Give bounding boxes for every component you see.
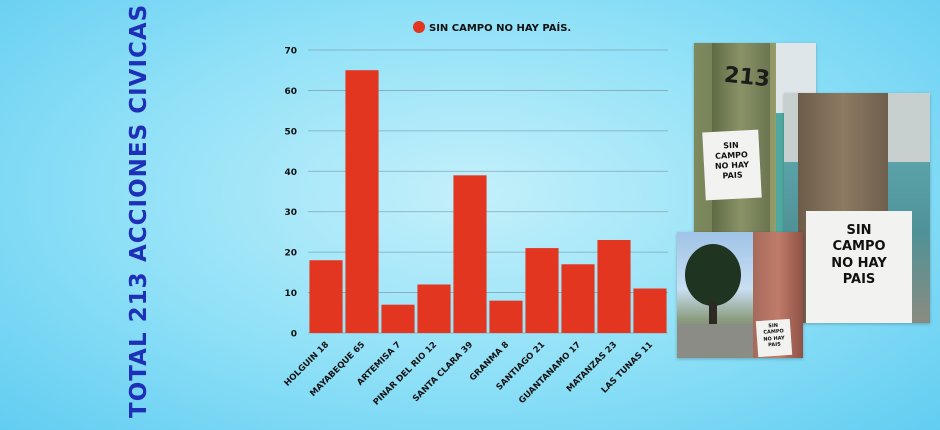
bar-4 [453,175,487,333]
tree-canopy [685,244,741,306]
x-tick-label-3: PINAR DEL RIO 12 [372,340,440,408]
y-axis: 0 10 20 30 40 50 60 70 [284,47,297,340]
legend-label: SIN CAMPO NO HAY PAÍS. [429,21,571,34]
x-tick-label-4: SANTA CLARA 39 [411,340,475,404]
bar-0 [309,260,343,333]
bar-6 [525,248,559,333]
y-tick-label-4: 40 [284,168,297,178]
y-tick-label-3: 30 [284,208,297,218]
road [677,324,757,358]
sign-paper-small: SIN CAMPO NO HAY PAIS [755,318,793,358]
bar-7 [561,264,595,333]
legend-swatch [413,21,425,33]
bar-8 [597,240,631,333]
sign-paper: SIN CAMPO NO HAY PAIS [702,129,762,201]
y-tick-label-6: 60 [284,87,297,97]
bars [309,70,667,333]
y-tick-label-7: 70 [284,47,297,57]
x-tick-label-7: GUANTANAMO 17 [517,340,583,406]
y-tick-label-0: 0 [291,330,297,340]
photo-street-sign: SIN CAMPO NO HAY PAIS [784,93,930,323]
y-tick-label-1: 10 [284,289,297,299]
y-tick-label-5: 50 [284,127,297,137]
sign-paper-large: SIN CAMPO NO HAY PAIS [806,211,912,323]
painted-number: 213 [722,62,772,93]
bar-9 [633,288,667,333]
bar-3 [417,284,451,333]
photo-tree-sign: SIN CAMPO NO HAY PAIS [677,232,803,358]
y-tick-label-2: 20 [284,249,297,259]
bar-5 [489,300,523,333]
bar-1 [345,70,379,333]
bar-2 [381,304,415,333]
legend: SIN CAMPO NO HAY PAÍS. [413,21,571,34]
tree-trunk [709,302,717,324]
